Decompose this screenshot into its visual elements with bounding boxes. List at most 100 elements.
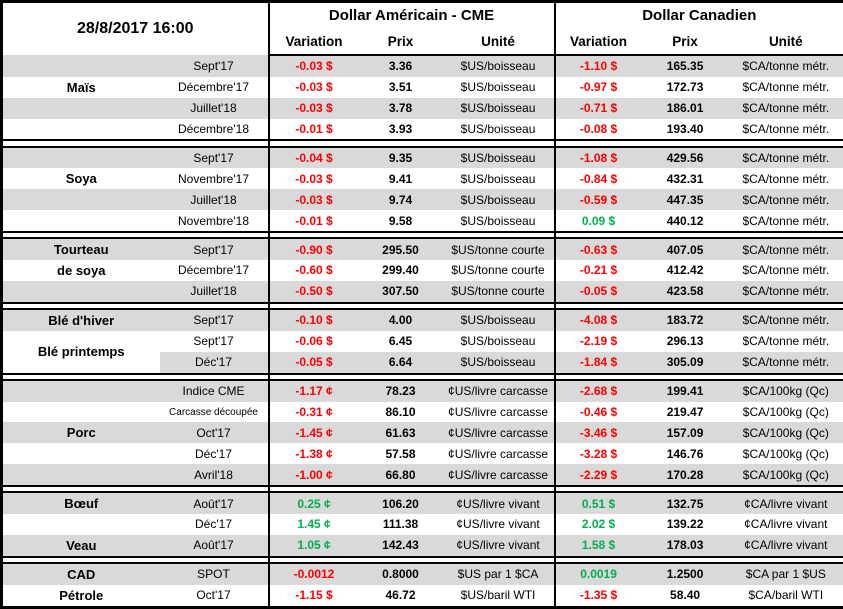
us-price-value: 3.36 bbox=[359, 55, 443, 77]
ca-price-value: 183.72 bbox=[642, 309, 729, 331]
ca-unite-header: Unité bbox=[729, 29, 843, 56]
ca-variation-header: Variation bbox=[555, 29, 642, 56]
ca-unit-label: $CA/tonne métr. bbox=[729, 352, 843, 374]
ca-price-value: 199.41 bbox=[642, 380, 729, 402]
us-unit-label: $US/boisseau bbox=[443, 331, 555, 352]
us-unit-label: ¢US/livre carcasse bbox=[443, 380, 555, 402]
ca-unit-label: $CA/100kg (Qc) bbox=[729, 464, 843, 486]
commodity-label bbox=[2, 210, 160, 232]
commodity-label: Soya bbox=[2, 168, 160, 189]
contract-term: Décembre'18 bbox=[160, 119, 269, 141]
ca-variation-value: -2.29 $ bbox=[555, 464, 642, 486]
us-variation-value: -0.31 ¢ bbox=[269, 402, 359, 423]
ca-unit-label: $CA/100kg (Qc) bbox=[729, 422, 843, 443]
ca-price-value: 305.09 bbox=[642, 352, 729, 374]
us-variation-header: Variation bbox=[269, 29, 359, 56]
ca-variation-value: -4.08 $ bbox=[555, 309, 642, 331]
contract-term: Indice CME bbox=[160, 380, 269, 402]
us-unit-label: ¢US/livre carcasse bbox=[443, 402, 555, 423]
ca-unit-label: $CA/tonne métr. bbox=[729, 98, 843, 119]
us-unit-label: $US/boisseau bbox=[443, 77, 555, 98]
commodity-label bbox=[2, 147, 160, 169]
us-variation-value: -0.05 $ bbox=[269, 352, 359, 374]
us-variation-value: -1.38 ¢ bbox=[269, 443, 359, 464]
commodity-label bbox=[2, 55, 160, 77]
ca-price-value: 186.01 bbox=[642, 98, 729, 119]
us-price-value: 61.63 bbox=[359, 422, 443, 443]
contract-term: SPOT bbox=[160, 563, 269, 585]
contract-term: Août'17 bbox=[160, 535, 269, 557]
contract-term: Sept'17 bbox=[160, 331, 269, 352]
us-price-value: 78.23 bbox=[359, 380, 443, 402]
us-unit-label: $US/tonne courte bbox=[443, 260, 555, 281]
us-variation-value: -0.04 $ bbox=[269, 147, 359, 169]
contract-term: Sept'17 bbox=[160, 55, 269, 77]
ca-unit-label: ¢CA/livre vivant bbox=[729, 535, 843, 557]
ca-unit-label: $CA/tonne métr. bbox=[729, 210, 843, 232]
contract-term: Déc'17 bbox=[160, 443, 269, 464]
ca-unit-label: $CA/100kg (Qc) bbox=[729, 380, 843, 402]
commodity-label: CAD bbox=[2, 563, 160, 585]
ca-variation-value: 0.0019 bbox=[555, 563, 642, 585]
ca-variation-value: -1.08 $ bbox=[555, 147, 642, 169]
ca-price-value: 146.76 bbox=[642, 443, 729, 464]
us-price-value: 6.64 bbox=[359, 352, 443, 374]
us-unite-header: Unité bbox=[443, 29, 555, 56]
contract-term: Juillet'18 bbox=[160, 281, 269, 303]
header-row-titles: 28/8/2017 16:00 Dollar Américain - CME D… bbox=[2, 2, 843, 29]
us-price-value: 9.41 bbox=[359, 168, 443, 189]
us-variation-value: 0.25 ¢ bbox=[269, 492, 359, 514]
us-variation-value: 1.05 ¢ bbox=[269, 535, 359, 557]
ca-price-value: 172.73 bbox=[642, 77, 729, 98]
us-variation-value: -0.01 $ bbox=[269, 210, 359, 232]
commodity-label: Porc bbox=[2, 422, 160, 443]
ca-variation-value: -1.10 $ bbox=[555, 55, 642, 77]
us-variation-value: -0.60 $ bbox=[269, 260, 359, 281]
ca-price-value: 58.40 bbox=[642, 585, 729, 608]
us-variation-value: -0.06 $ bbox=[269, 331, 359, 352]
us-unit-label: $US/tonne courte bbox=[443, 238, 555, 260]
us-price-value: 299.40 bbox=[359, 260, 443, 281]
us-unit-label: $US/boisseau bbox=[443, 98, 555, 119]
contract-term: Sept'17 bbox=[160, 147, 269, 169]
commodity-label: Blé d'hiver bbox=[2, 309, 160, 331]
ca-price-value: 296.13 bbox=[642, 331, 729, 352]
ca-variation-value: -0.63 $ bbox=[555, 238, 642, 260]
ca-variation-value: 2.02 $ bbox=[555, 514, 642, 535]
us-unit-label: ¢US/livre vivant bbox=[443, 492, 555, 514]
us-variation-value: -0.50 $ bbox=[269, 281, 359, 303]
us-price-value: 46.72 bbox=[359, 585, 443, 608]
ca-unit-label: $CA par 1 $US bbox=[729, 563, 843, 585]
us-price-value: 9.58 bbox=[359, 210, 443, 232]
ca-price-value: 193.40 bbox=[642, 119, 729, 141]
commodity-label bbox=[2, 281, 160, 303]
us-section-title: Dollar Américain - CME bbox=[269, 2, 555, 29]
ca-unit-label: $CA/tonne métr. bbox=[729, 238, 843, 260]
us-price-value: 3.51 bbox=[359, 77, 443, 98]
ca-variation-value: -0.71 $ bbox=[555, 98, 642, 119]
commodity-label: de soya bbox=[2, 260, 160, 281]
ca-price-value: 170.28 bbox=[642, 464, 729, 486]
contract-term: Sept'17 bbox=[160, 309, 269, 331]
us-variation-value: 1.45 ¢ bbox=[269, 514, 359, 535]
us-price-value: 6.45 bbox=[359, 331, 443, 352]
contract-term: Décembre'17 bbox=[160, 77, 269, 98]
ca-unit-label: $CA/tonne métr. bbox=[729, 260, 843, 281]
ca-unit-label: $CA/tonne métr. bbox=[729, 331, 843, 352]
contract-term: Oct'17 bbox=[160, 422, 269, 443]
ca-variation-value: -0.08 $ bbox=[555, 119, 642, 141]
ca-variation-value: 1.58 $ bbox=[555, 535, 642, 557]
ca-unit-label: $CA/100kg (Qc) bbox=[729, 402, 843, 423]
table-row: Juillet'18-0.03 $9.74$US/boisseau-0.59 $… bbox=[2, 189, 843, 210]
contract-term: Août'17 bbox=[160, 492, 269, 514]
us-price-value: 295.50 bbox=[359, 238, 443, 260]
